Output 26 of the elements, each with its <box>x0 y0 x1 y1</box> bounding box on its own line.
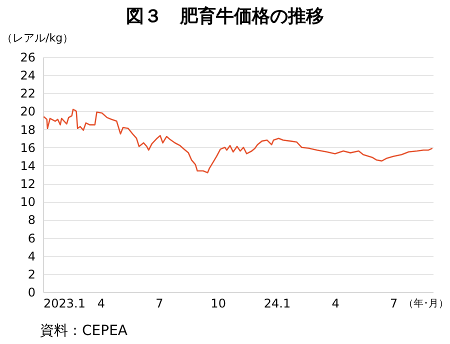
y-tick-label: 12 <box>20 177 36 192</box>
x-tick-label: 7 <box>390 296 398 310</box>
y-tick-label: 8 <box>28 213 36 228</box>
x-axis-title: （年･月） <box>404 298 448 310</box>
y-axis-title: （レアル/kg） <box>2 32 74 44</box>
y-tick-label: 26 <box>20 50 36 64</box>
y-tick-label: 10 <box>20 195 36 210</box>
y-tick-label: 14 <box>20 158 36 173</box>
text: 資料：CEPEA <box>40 322 128 340</box>
x-tick-label: 7 <box>156 296 164 310</box>
x-tick-label: 4 <box>97 296 105 310</box>
x-tick-label: 10 <box>210 296 226 310</box>
x-tick-label: 4 <box>332 296 340 310</box>
chart-title: 図３ 肥育牛価格の推移 <box>125 5 325 28</box>
y-tick-label: 22 <box>20 86 36 101</box>
y-tick-label: 6 <box>28 231 36 246</box>
x-tick-label: 24.1 <box>264 296 291 310</box>
y-tick-label: 0 <box>28 286 36 300</box>
y-tick-label: 18 <box>20 122 36 137</box>
y-tick-label: 2 <box>28 267 36 282</box>
y-tick-label: 4 <box>28 249 36 264</box>
y-tick-label: 20 <box>20 104 36 119</box>
line-series <box>43 108 433 174</box>
x-tick-label: 2023.1 <box>44 296 86 310</box>
y-tick-label: 24 <box>20 68 36 83</box>
y-tick-label: 16 <box>20 140 36 155</box>
